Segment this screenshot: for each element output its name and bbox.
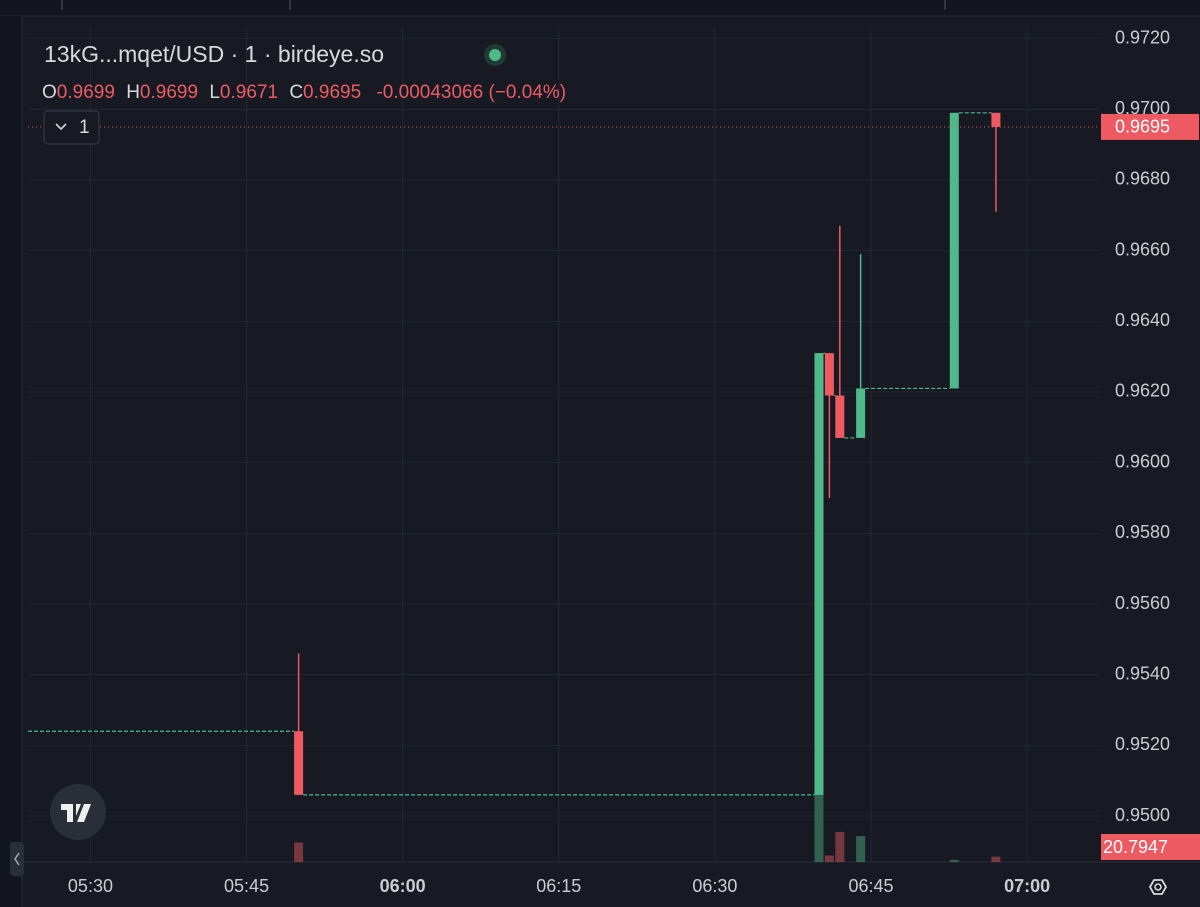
candle-body xyxy=(949,112,959,389)
x-tick-label: 06:45 xyxy=(849,876,894,896)
settings-button[interactable] xyxy=(1148,879,1168,895)
chart-title: 13kG...mqet/USD · 1 · birdeye.so xyxy=(44,41,384,67)
open-value: 0.9699 xyxy=(57,82,115,103)
volume-bar xyxy=(294,842,304,862)
y-tick-label: 0.9500 xyxy=(1115,805,1170,825)
x-tick-label: 06:15 xyxy=(536,876,581,896)
open-label: O xyxy=(42,82,57,103)
volume-bar xyxy=(991,856,1001,862)
gear-icon xyxy=(1148,879,1168,895)
candle-body xyxy=(294,731,304,795)
interval-button[interactable] xyxy=(43,110,100,145)
volume-bar xyxy=(835,831,845,862)
close-value: 0.9695 xyxy=(303,82,361,103)
grid xyxy=(28,28,1100,862)
volume-bar xyxy=(949,859,959,862)
high-label: H xyxy=(126,82,140,103)
marks xyxy=(28,112,1100,862)
y-tick-label: 0.9660 xyxy=(1115,239,1170,259)
x-tick-label: 07:00 xyxy=(1004,876,1050,896)
y-tick-label: 0.9680 xyxy=(1115,169,1170,189)
last-price-box xyxy=(1101,113,1199,140)
close-label: C xyxy=(289,82,303,103)
y-tick-label: 0.9520 xyxy=(1115,734,1170,754)
gear-center xyxy=(1154,883,1162,891)
low-value: 0.9671 xyxy=(220,82,278,103)
volume-box xyxy=(1101,834,1200,860)
x-tick-label: 05:45 xyxy=(224,876,269,896)
side-panel xyxy=(0,16,22,907)
volume-label: 20.7947 xyxy=(1103,837,1168,857)
candle-body xyxy=(814,353,824,795)
y-tick-label: 0.9700 xyxy=(1115,98,1170,118)
volume-bar xyxy=(824,855,834,862)
collapse-button[interactable] xyxy=(10,842,24,876)
interval-label: 1 xyxy=(79,117,90,138)
chevron-icon xyxy=(55,123,67,131)
change: -0.00043066 (−0.04%) xyxy=(376,82,566,103)
y-tick-label: 0.9620 xyxy=(1115,381,1170,401)
toolbar xyxy=(0,0,1200,16)
collapse-icon xyxy=(14,852,20,866)
volume-bar xyxy=(814,792,824,862)
candle-body xyxy=(824,353,834,396)
y-tick-label: 0.9560 xyxy=(1115,593,1170,613)
y-tick-label: 0.9580 xyxy=(1115,522,1170,542)
last-price-label: 0.9695 xyxy=(1115,117,1170,137)
y-tick-label: 0.9600 xyxy=(1115,451,1170,471)
candle-body xyxy=(856,388,866,438)
y-tick-label: 0.9640 xyxy=(1115,310,1170,330)
x-tick-label: 06:30 xyxy=(692,876,737,896)
y-tick-label: 0.9720 xyxy=(1115,27,1170,47)
logo xyxy=(50,784,106,840)
status-dot xyxy=(489,49,501,61)
high-value: 0.9699 xyxy=(140,82,198,103)
candle-body xyxy=(991,112,1001,127)
candle-body xyxy=(835,395,845,438)
low-label: L xyxy=(209,82,220,103)
y-tick-label: 0.9540 xyxy=(1115,663,1170,683)
volume-bar xyxy=(856,836,866,862)
x-tick-label: 05:30 xyxy=(68,876,113,896)
x-tick-label: 06:00 xyxy=(380,876,426,896)
logo-mark xyxy=(61,804,91,822)
ohlc-legend: O0.9699 H0.9699 L0.9671 C0.9695 -0.00043… xyxy=(42,82,566,103)
